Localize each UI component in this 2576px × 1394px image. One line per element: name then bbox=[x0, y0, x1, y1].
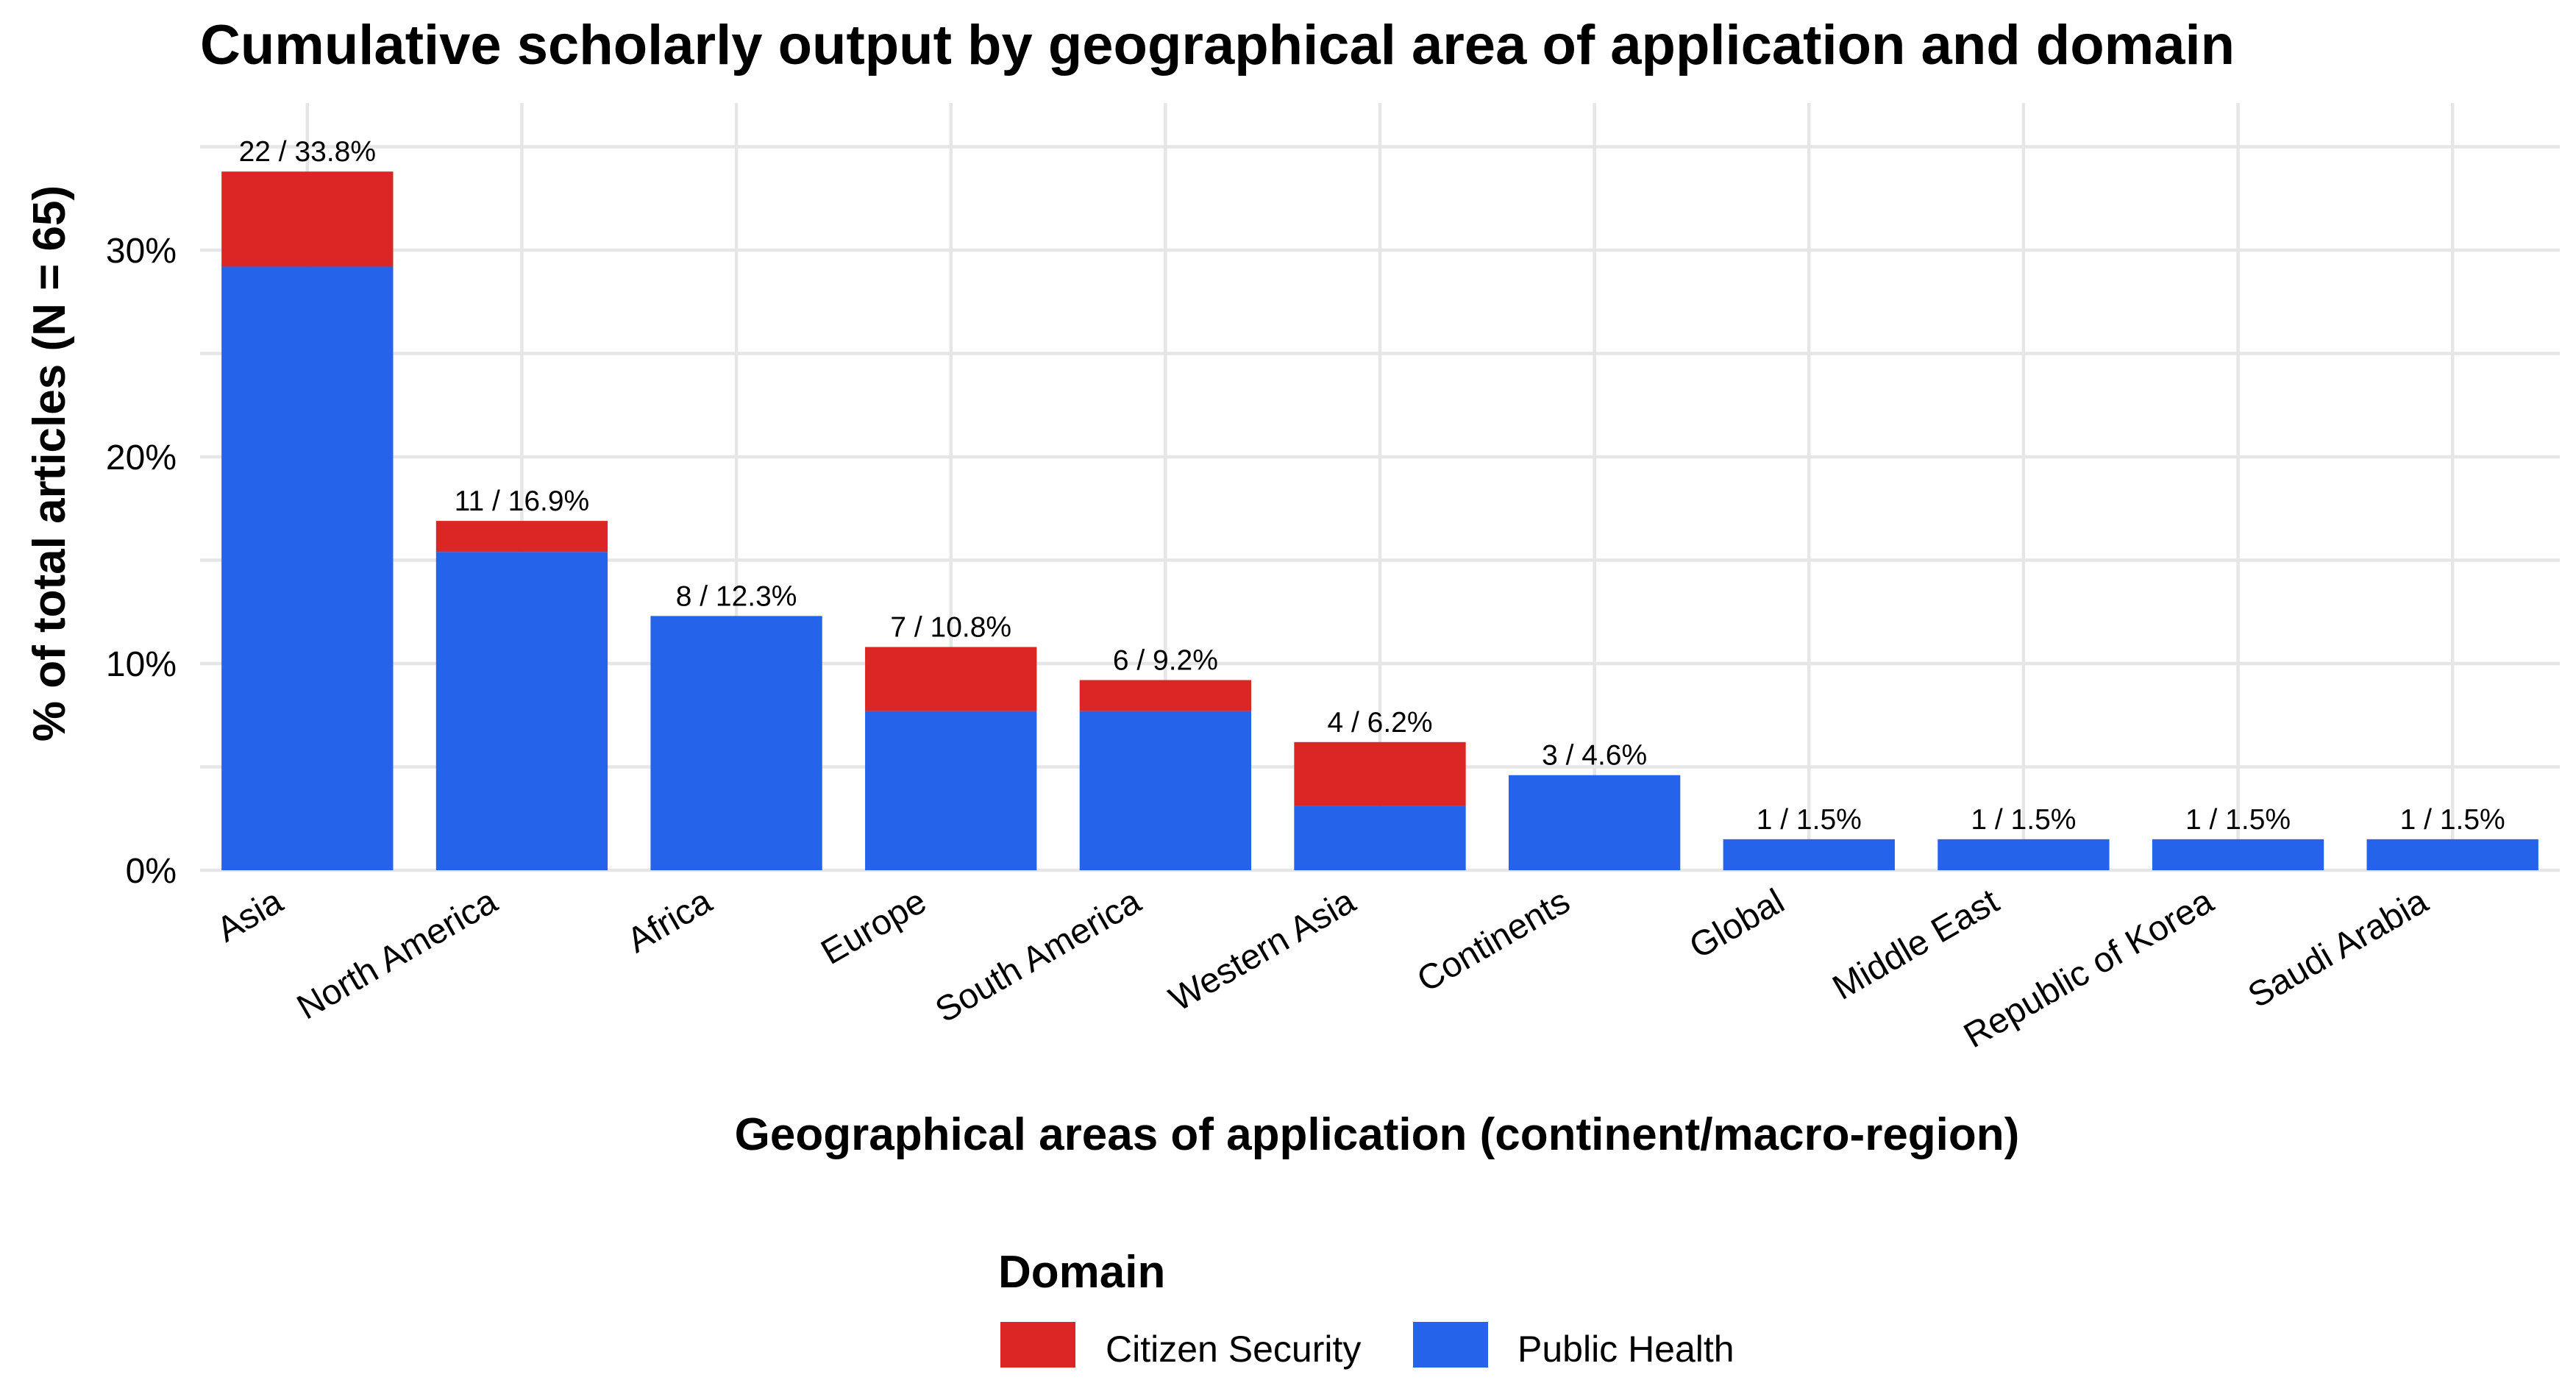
x-tick-label: South America bbox=[929, 881, 1148, 1030]
bar-public-health-global bbox=[1723, 839, 1895, 870]
bar-citizen-security-asia bbox=[221, 171, 394, 267]
legend: Domain Citizen Security Public Health bbox=[998, 1247, 1734, 1370]
legend-swatch-citizen-security bbox=[1000, 1322, 1075, 1368]
x-tick-label: Saudi Arabia bbox=[2241, 881, 2434, 1015]
x-tick-label: Western Asia bbox=[1163, 881, 1362, 1019]
bar-value-label: 7 / 10.8% bbox=[890, 612, 1011, 644]
x-tick-label: Global bbox=[1683, 882, 1791, 967]
legend-title: Domain bbox=[998, 1247, 1165, 1298]
y-tick-label: 0% bbox=[126, 852, 177, 891]
bar-public-health-republic-of-korea bbox=[2152, 839, 2324, 870]
bars bbox=[221, 171, 2538, 871]
y-axis-ticks: 0% 10% 20% 30% bbox=[106, 232, 177, 891]
bar-citizen-security-north-america bbox=[435, 521, 608, 552]
bar-public-health-north-america bbox=[435, 552, 608, 870]
bar-public-health-saudi-arabia bbox=[2366, 839, 2538, 870]
bar-citizen-security-western-asia bbox=[1294, 742, 1466, 806]
x-tick-label: Asia bbox=[210, 881, 290, 950]
x-tick-label: North America bbox=[291, 881, 504, 1027]
bar-value-label: 1 / 1.5% bbox=[2400, 804, 2505, 836]
bar-citizen-security-europe bbox=[865, 647, 1037, 711]
y-tick-label: 10% bbox=[106, 645, 177, 684]
bar-public-health-middle-east bbox=[1938, 839, 2110, 870]
bar-value-label: 1 / 1.5% bbox=[1757, 804, 1862, 836]
bar-value-label: 8 / 12.3% bbox=[676, 580, 797, 612]
x-tick-label: Europe bbox=[815, 882, 933, 972]
y-tick-label: 20% bbox=[106, 438, 177, 477]
x-tick-label: Continents bbox=[1411, 882, 1576, 1000]
bar-public-health-south-america bbox=[1079, 711, 1252, 870]
x-tick-label: Africa bbox=[621, 881, 719, 960]
legend-label-citizen-security: Citizen Security bbox=[1106, 1329, 1361, 1370]
bar-value-label: 6 / 9.2% bbox=[1113, 644, 1218, 676]
legend-swatch-public-health bbox=[1413, 1322, 1488, 1368]
bar-labels: 22 / 33.8% 11 / 16.9% 8 / 12.3% 7 / 10.8% 6 … bbox=[239, 136, 2505, 836]
y-tick-label: 30% bbox=[106, 232, 177, 271]
legend-label-public-health: Public Health bbox=[1518, 1329, 1734, 1370]
bar-public-health-continents bbox=[1508, 775, 1681, 870]
chart-title: Cumulative scholarly output by geographi… bbox=[200, 14, 2235, 77]
bar-public-health-asia bbox=[221, 266, 394, 871]
bar-public-health-europe bbox=[865, 711, 1037, 870]
bar-value-label: 22 / 33.8% bbox=[239, 136, 376, 168]
x-axis-title: Geographical areas of application (conti… bbox=[735, 1109, 2020, 1160]
bar-value-label: 11 / 16.9% bbox=[455, 486, 590, 517]
bar-public-health-western-asia bbox=[1294, 806, 1466, 870]
bar-value-label: 1 / 1.5% bbox=[2185, 804, 2291, 836]
y-axis-title: % of total articles (N = 65) bbox=[24, 185, 75, 742]
bar-value-label: 4 / 6.2% bbox=[1327, 707, 1432, 739]
x-tick-label: Middle East bbox=[1826, 882, 2006, 1008]
bar-public-health-africa bbox=[650, 616, 822, 870]
bar-value-label: 3 / 4.6% bbox=[1542, 740, 1647, 772]
bar-citizen-security-south-america bbox=[1079, 680, 1252, 711]
bar-value-label: 1 / 1.5% bbox=[1971, 804, 2076, 836]
